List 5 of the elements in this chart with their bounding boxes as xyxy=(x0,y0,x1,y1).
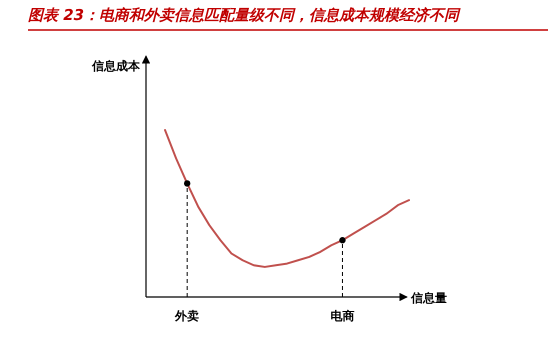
title: 图表 23：电商和外卖信息匹配量级不同，信息成本规模经济不同 xyxy=(28,6,460,24)
y-axis-title: 信息成本 xyxy=(91,59,141,73)
x-tick-label: 外卖 xyxy=(174,309,200,323)
x-tick-label: 电商 xyxy=(330,309,354,323)
x-axis-title: 信息量 xyxy=(410,291,447,305)
